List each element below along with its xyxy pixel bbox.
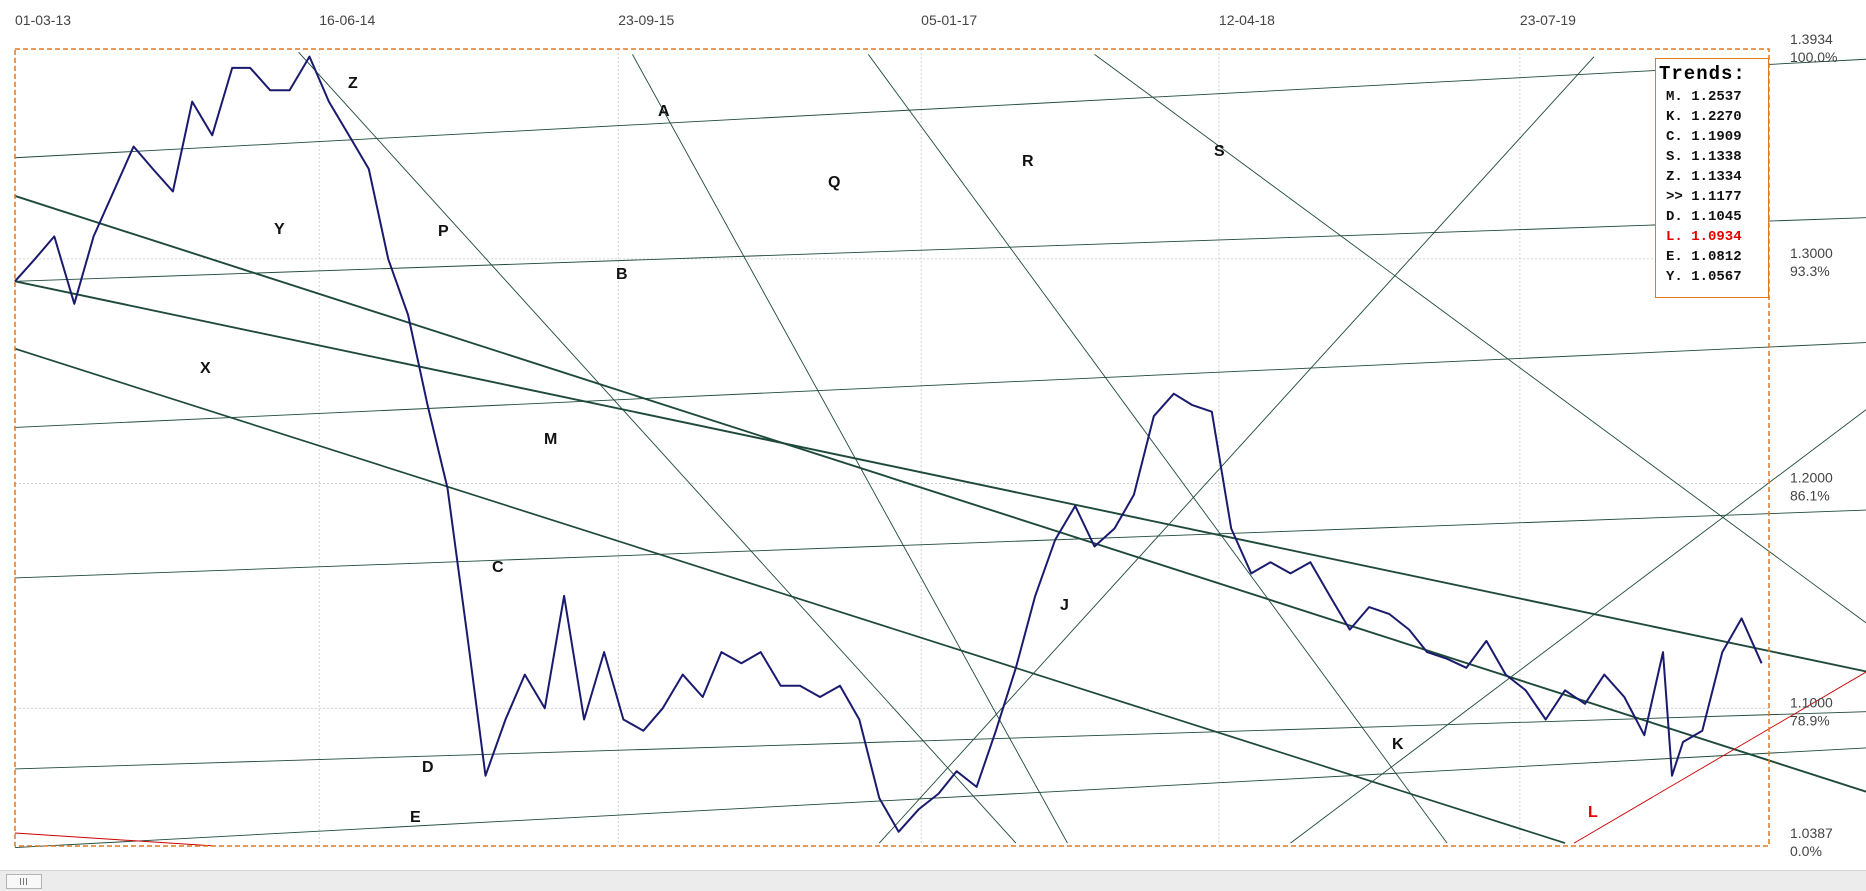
trend-line-s	[1094, 54, 1866, 624]
trend-label-z: Z	[348, 75, 358, 92]
price-series	[14, 55, 1763, 833]
trend-row: Z. 1.1334	[1666, 169, 1742, 185]
y-tick-pct: 78.9%	[1790, 712, 1830, 728]
grip-icon	[26, 878, 27, 885]
trend-label-c: C	[492, 559, 504, 576]
x-tick-label: 23-07-19	[1520, 12, 1576, 28]
trend-row: K. 1.2270	[1666, 109, 1742, 125]
y-tick-price: 1.3934	[1790, 31, 1833, 47]
plot-frame	[14, 48, 1770, 847]
trend-line-labels: Z A R S Q Y P B X M C J K D E L	[200, 75, 1598, 826]
y-tick-pct: 0.0%	[1790, 843, 1822, 859]
y-tick-pct: 86.1%	[1790, 488, 1830, 504]
x-tick-label: 01-03-13	[15, 12, 71, 28]
y-tick-pct: 93.3%	[1790, 263, 1830, 279]
grip-icon	[20, 878, 21, 885]
trend-label-e: E	[410, 809, 421, 826]
trend-row: D. 1.1045	[1666, 209, 1742, 225]
trend-line-p	[298, 51, 1017, 844]
trend-line-z	[14, 280, 1866, 673]
x-tick-label: 23-09-15	[618, 12, 674, 28]
trend-label-l: L	[1588, 804, 1598, 821]
trend-label-x: X	[200, 360, 211, 377]
trend-line-x	[14, 347, 1566, 844]
trend-row: Y. 1.0567	[1666, 269, 1742, 285]
trend-label-b: B	[616, 266, 628, 283]
y-tick-price: 1.0387	[1790, 825, 1833, 841]
trend-line-y	[14, 195, 1866, 793]
trend-line-b	[14, 217, 1866, 282]
trend-line-q	[632, 54, 1068, 844]
grid	[14, 49, 1769, 846]
grip-icon	[23, 878, 24, 885]
x-tick-label: 16-06-14	[319, 12, 375, 28]
trend-row-highlighted: L. 1.0934	[1666, 229, 1742, 245]
price-line	[14, 55, 1763, 833]
trend-label-y: Y	[274, 221, 285, 238]
trend-line-m	[14, 342, 1866, 428]
trend-row: M. 1.2537	[1666, 89, 1742, 105]
trend-label-s: S	[1214, 143, 1225, 160]
y-tick-price: 1.1000	[1790, 694, 1833, 710]
trend-line-red-fragment	[14, 832, 216, 847]
trend-label-r: R	[1022, 153, 1034, 170]
trend-lines	[14, 51, 1866, 849]
x-tick-label: 12-04-18	[1219, 12, 1275, 28]
trends-title: Trends:	[1659, 63, 1746, 85]
y-tick-price: 1.2000	[1790, 470, 1833, 486]
trends-panel: Trends: M. 1.2537 K. 1.2270 C. 1.1909 S.…	[1655, 58, 1769, 298]
scroll-thumb[interactable]	[6, 874, 42, 889]
chart: 01-03-13 16-06-14 23-09-15 05-01-17 12-0…	[14, 12, 1866, 859]
x-axis-ticks: 01-03-13 16-06-14 23-09-15 05-01-17 12-0…	[15, 12, 1576, 28]
y-tick-price: 1.3000	[1790, 245, 1833, 261]
y-tick-pct: 100.0%	[1790, 49, 1837, 65]
x-tick-label: 05-01-17	[921, 12, 977, 28]
trend-row-current: >> 1.1177	[1666, 189, 1742, 205]
trend-line-a	[14, 58, 1866, 159]
y-axis-ticks: 1.3934 100.0% 1.3000 93.3% 1.2000 86.1% …	[1790, 31, 1837, 859]
trend-row: E. 1.0812	[1666, 249, 1742, 265]
trend-label-d: D	[422, 759, 434, 776]
trend-label-m: M	[544, 431, 557, 448]
trend-label-k: K	[1392, 736, 1404, 753]
trend-row: C. 1.1909	[1666, 129, 1742, 145]
trend-line-l	[1573, 671, 1866, 844]
trend-line-j	[878, 56, 1595, 844]
trend-label-q: Q	[828, 174, 840, 191]
trend-line-d	[14, 711, 1866, 770]
trend-label-j: J	[1060, 597, 1069, 614]
trend-line-r	[867, 54, 1448, 844]
trend-line-c	[14, 509, 1866, 579]
trend-line-k	[1290, 409, 1866, 844]
trend-row: S. 1.1338	[1666, 149, 1742, 165]
trend-label-a: A	[658, 103, 670, 120]
trend-line-e	[14, 747, 1866, 849]
horizontal-scrollbar[interactable]	[0, 870, 1866, 891]
trend-label-p: P	[438, 223, 449, 240]
